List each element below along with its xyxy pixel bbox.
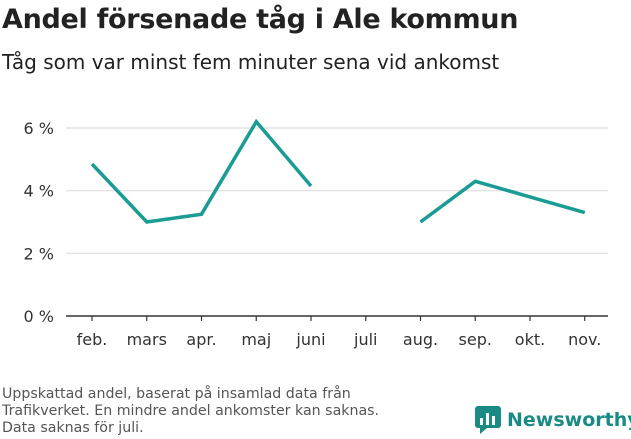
newsworthy-logo-icon [475,406,501,434]
y-tick-label: 4 % [24,182,54,201]
y-tick-label: 6 % [24,119,54,138]
y-tick-labels: 0 % 2 % 4 % 6 % [24,119,54,326]
chart-subtitle: Tåg som var minst fem minuter sena vid a… [2,50,500,74]
footnote-line: Trafikverket. En mindre andel ankomster … [2,403,380,419]
x-tick-label: juli [353,330,377,349]
chart-title: Andel försenade tåg i Ale kommun [2,4,519,35]
footnote-line: Data saknas för juli. [2,420,144,436]
x-tick-label: nov. [568,330,601,349]
x-tick-label: apr. [186,330,216,349]
footnote-line: Uppskattad andel, baserat på insamlad da… [2,386,351,402]
x-tick-label: sep. [459,330,492,349]
x-tick-label: juni [295,330,325,349]
x-tick-label: feb. [77,330,108,349]
x-tick-labels: feb. mars apr. maj juni juli aug. sep. okt. nov. [77,330,602,349]
gridlines [66,127,608,254]
series-lines [90,118,586,224]
y-tick-label: 2 % [24,244,54,263]
x-tick-label: aug. [403,330,438,349]
y-tick-label: 0 % [24,307,54,326]
brand-name: Newsworthy [507,409,631,431]
series-line [419,179,586,224]
footnote: Uppskattad andel, baserat på insamlad da… [2,386,379,437]
x-tick-label: maj [241,330,271,349]
series-line [90,118,313,224]
x-tick-label: mars [127,330,167,349]
newsworthy-brand: Newsworthy [475,406,631,434]
axes [66,315,608,321]
x-tick-label: okt. [515,330,545,349]
